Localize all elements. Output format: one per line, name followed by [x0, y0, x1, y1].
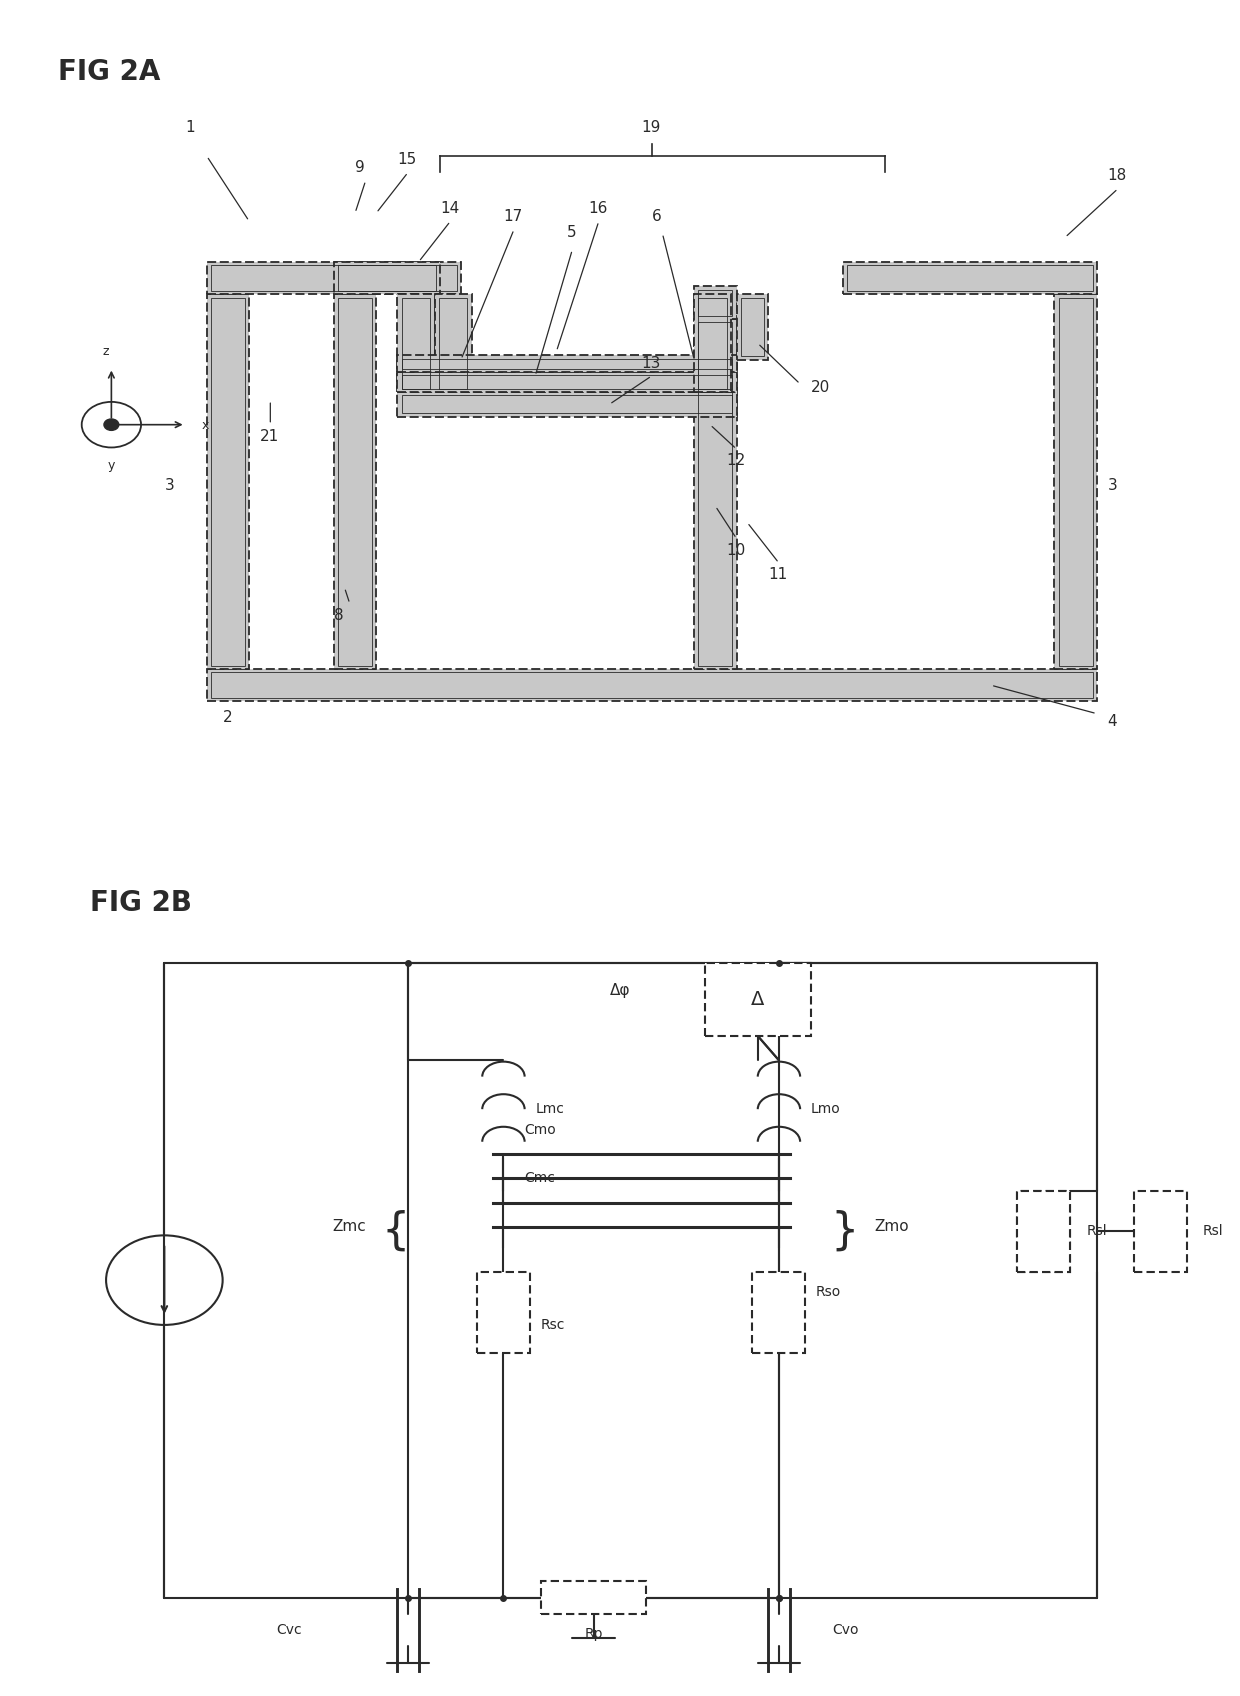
Text: Rp: Rp [584, 1628, 603, 1642]
Text: 12: 12 [725, 453, 745, 468]
Text: 18: 18 [1107, 168, 1127, 183]
Bar [1017, 1191, 1070, 1272]
Bar [402, 375, 733, 388]
Text: 9: 9 [355, 161, 365, 175]
Text: Cmc: Cmc [525, 1172, 556, 1186]
Bar [211, 298, 244, 665]
Bar [753, 1272, 806, 1353]
Bar [698, 322, 733, 665]
Text: 14: 14 [440, 202, 459, 215]
Bar [402, 298, 430, 388]
Text: 10: 10 [725, 543, 745, 558]
Bar [704, 963, 811, 1036]
Bar [334, 261, 440, 295]
Bar [398, 392, 737, 417]
Bar [541, 1581, 646, 1615]
Text: Zmo: Zmo [874, 1219, 909, 1235]
Bar [698, 298, 727, 388]
Bar [439, 298, 467, 388]
Bar [207, 261, 461, 295]
Text: 17: 17 [503, 209, 523, 224]
Text: 15: 15 [398, 153, 417, 168]
Text: 4: 4 [1107, 714, 1117, 729]
Text: 3: 3 [165, 478, 174, 494]
Text: FIG 2B: FIG 2B [91, 889, 192, 918]
Bar [1059, 298, 1092, 665]
Text: Rsl: Rsl [1203, 1225, 1224, 1238]
Bar [694, 287, 737, 319]
Text: Δφ: Δφ [610, 984, 631, 999]
Text: 21: 21 [259, 429, 279, 444]
Bar [737, 295, 769, 360]
Text: Rsc: Rsc [541, 1318, 565, 1331]
Text: 19: 19 [641, 120, 661, 134]
Text: FIG 2A: FIG 2A [58, 58, 161, 86]
Bar [211, 672, 1092, 699]
Text: Zmc: Zmc [332, 1219, 366, 1235]
Bar [698, 290, 733, 315]
Text: 16: 16 [588, 202, 608, 215]
Bar [434, 295, 471, 392]
Bar [334, 295, 376, 668]
Text: Lmc: Lmc [536, 1102, 564, 1116]
Text: Rso: Rso [816, 1286, 841, 1299]
Bar [847, 265, 1092, 292]
Bar [1017, 1191, 1070, 1272]
Bar [1054, 295, 1097, 668]
Circle shape [104, 419, 119, 431]
Text: z: z [103, 346, 109, 358]
Bar [339, 265, 435, 292]
Bar [694, 319, 737, 668]
Bar [339, 298, 372, 665]
Bar [398, 356, 737, 371]
Bar [842, 261, 1097, 295]
Text: Cmo: Cmo [525, 1123, 557, 1136]
Bar [398, 295, 434, 392]
Text: 3: 3 [1107, 478, 1117, 494]
Text: Lmo: Lmo [811, 1102, 841, 1116]
Text: x: x [201, 419, 208, 432]
Bar [402, 395, 733, 414]
Text: Cvc: Cvc [277, 1623, 303, 1637]
Text: 2: 2 [223, 711, 232, 724]
Text: 5: 5 [567, 226, 577, 241]
Bar [211, 265, 456, 292]
Bar [398, 371, 737, 392]
Text: 20: 20 [811, 380, 830, 395]
Bar [477, 1272, 529, 1353]
Bar [207, 668, 1097, 702]
Text: Cvo: Cvo [832, 1623, 858, 1637]
Bar [207, 295, 249, 668]
Text: Rsl: Rsl [1086, 1225, 1107, 1238]
Bar [694, 295, 732, 392]
Text: 6: 6 [652, 209, 661, 224]
Bar [1133, 1191, 1187, 1272]
Text: }: } [830, 1209, 858, 1253]
Text: y: y [108, 460, 115, 471]
Bar [402, 360, 733, 368]
Text: 11: 11 [769, 568, 787, 582]
Text: 8: 8 [334, 609, 343, 622]
Text: Δ: Δ [751, 990, 764, 1009]
Text: {: { [382, 1209, 410, 1253]
Text: 13: 13 [641, 356, 661, 371]
Bar [740, 298, 764, 356]
Text: 1: 1 [186, 120, 195, 134]
